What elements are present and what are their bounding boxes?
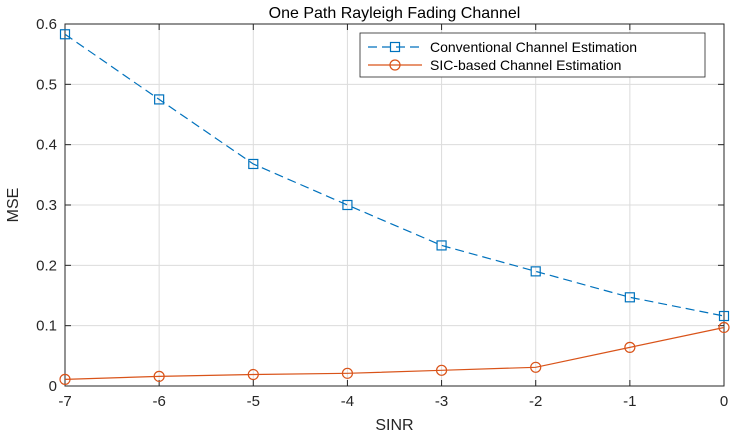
legend: Conventional Channel Estimation SIC-based… (359, 32, 706, 78)
series-2-point (624, 341, 636, 353)
series-1-point (436, 240, 447, 251)
y-tick-label: 0.5 (36, 76, 57, 93)
series-2-point (435, 364, 448, 376)
legend-marker-2 (389, 59, 401, 71)
y-tick-label: 0.3 (36, 197, 57, 214)
series-1 (59, 29, 730, 322)
series-2-point (153, 370, 165, 382)
x-tick-label: -6 (152, 393, 165, 410)
series-1-point (530, 266, 541, 277)
series-layer (59, 29, 730, 385)
series-1-point (59, 29, 71, 40)
x-tick-label: -5 (247, 393, 260, 410)
y-tick-label: 0.1 (36, 318, 57, 335)
series-1-point (624, 292, 635, 303)
series-2-point (59, 373, 71, 385)
series-1-point (248, 158, 259, 170)
x-tick-label: -4 (341, 393, 354, 410)
y-tick-label: 0 (49, 378, 57, 395)
legend-marker-1 (389, 41, 401, 53)
x-axis-label: SINR (375, 417, 413, 434)
series-2-point (341, 367, 354, 379)
legend-box (359, 32, 706, 78)
series-2-line (64, 326, 725, 380)
legend-label-1: Conventional Channel Estimation (430, 39, 637, 55)
y-tick-label: 0.4 (36, 137, 57, 154)
y-axis-label: MSE (5, 188, 22, 223)
axis-ticks: -7 -6 -5 -4 -3 -2 -1 0 0 0.1 0.2 0.3 0.4 0.5 0.6 (36, 16, 728, 410)
x-tick-label: -2 (529, 393, 542, 410)
series-1-line (64, 33, 725, 317)
series-2-point (718, 321, 730, 334)
series-1-point (154, 94, 165, 105)
series-2 (59, 321, 730, 385)
series-1-point (342, 199, 353, 211)
series-1-point (718, 310, 730, 322)
x-tick-label: -3 (435, 393, 448, 410)
series-2-point (530, 361, 542, 373)
x-tick-label: -1 (623, 393, 636, 410)
x-tick-label: 0 (720, 393, 728, 410)
legend-label-2: SIC-based Channel Estimation (430, 57, 621, 73)
y-tick-label: 0.2 (36, 257, 57, 274)
series-2-point (247, 368, 259, 381)
x-tick-label: -7 (58, 393, 71, 410)
y-tick-label: 0.6 (36, 16, 57, 33)
chart-title: One Path Rayleigh Fading Channel (269, 5, 521, 22)
